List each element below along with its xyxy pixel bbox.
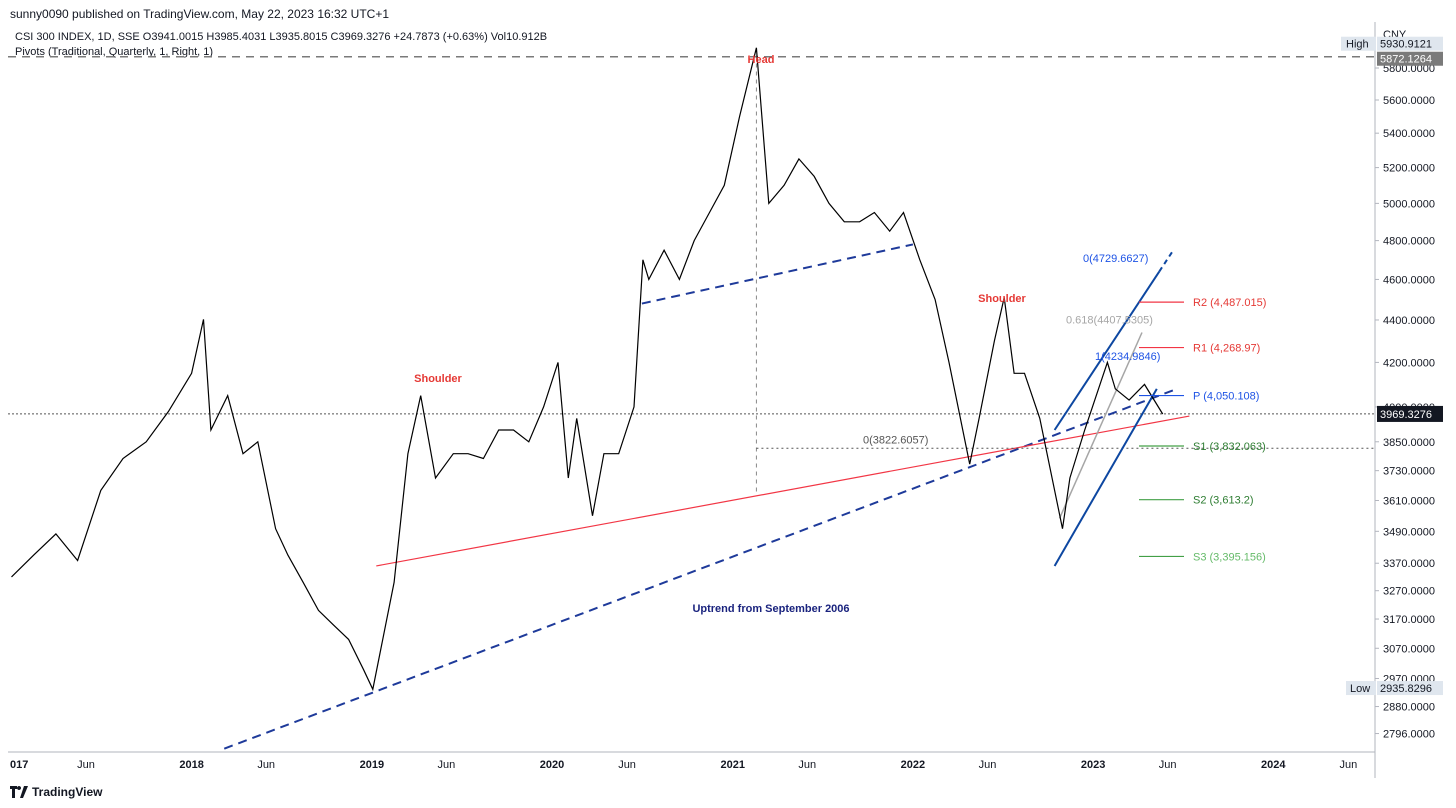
fib-gray-line (1058, 332, 1143, 519)
footer-brand: TradingView (10, 785, 102, 799)
channel-lower (1053, 388, 1158, 567)
x-tick-label: Jun (798, 759, 816, 771)
high-badge-bg (1341, 36, 1376, 51)
x-tick-label: 2020 (540, 759, 564, 771)
ref-value-text: 5872.1264 (1380, 54, 1432, 66)
y-tick-label: 3170.0000 (1383, 614, 1435, 626)
high-value-text: 5930.9121 (1380, 39, 1432, 51)
x-tick-label: 017 (10, 759, 28, 771)
channel-upper-extension (1158, 251, 1173, 273)
x-tick-label: 2019 (360, 759, 384, 771)
low-value-text: 2935.8296 (1380, 683, 1432, 695)
chart-annotation: Shoulder (978, 293, 1026, 305)
tradingview-logo-icon (10, 786, 28, 798)
last-price-bg (1377, 405, 1443, 422)
x-tick-label: Jun (979, 759, 997, 771)
x-tick-label: 2022 (901, 759, 925, 771)
y-tick-label: 3730.0000 (1383, 466, 1435, 478)
x-tick-label: 2021 (720, 759, 744, 771)
publisher-line: sunny0090 published on TradingView.com, … (10, 7, 390, 21)
last-price-text: 3969.3276 (1380, 409, 1432, 421)
pivot-level-label: S2 (3,613.2) (1193, 495, 1254, 507)
x-tick-label: Jun (438, 759, 456, 771)
x-tick-label: Jun (1339, 759, 1357, 771)
low-badge-bg (1346, 681, 1376, 696)
y-tick-label: 5400.0000 (1383, 128, 1435, 140)
indicator-line: Pivots (Traditional, Quarterly, 1, Right… (15, 46, 214, 58)
footer-brand-text: TradingView (32, 785, 103, 799)
y-tick-label: 3850.0000 (1383, 437, 1435, 449)
pivot-level-label: S1 (3,832.063) (1193, 441, 1266, 453)
symbol-ohlc-line: CSI 300 INDEX, 1D, SSE O3941.0015 H3985.… (15, 31, 548, 43)
y-tick-label: 3070.0000 (1383, 643, 1435, 655)
high-value-bg (1377, 36, 1443, 51)
y-tick-label: 4200.0000 (1383, 357, 1435, 369)
y-tick-label: 2796.0000 (1383, 729, 1435, 741)
high-badge-text: High (1346, 39, 1369, 51)
y-tick-label: 5800.0000 (1383, 63, 1435, 75)
fib-level-label: 0.618(4407.5305) (1066, 314, 1153, 326)
y-tick-label: 5200.0000 (1383, 163, 1435, 175)
chart-annotation: Head (748, 54, 775, 66)
y-tick-label: 2880.0000 (1383, 702, 1435, 714)
y-tick-label: 3270.0000 (1383, 586, 1435, 598)
neckline-red (376, 415, 1190, 567)
chart-annotation: Uptrend from September 2006 (692, 603, 849, 615)
low-badge-text: Low (1350, 683, 1370, 695)
price-series-line (11, 47, 1164, 692)
y-tick-label: 4800.0000 (1383, 236, 1435, 248)
y-tick-label: 3610.0000 (1383, 495, 1435, 507)
x-tick-label: 2018 (179, 759, 203, 771)
x-tick-label: Jun (257, 759, 275, 771)
pivot-level-label: R1 (4,268.97) (1193, 343, 1260, 355)
x-tick-label: Jun (618, 759, 636, 771)
low-value-bg (1377, 681, 1443, 696)
pivot-level-label: S3 (3,395.156) (1193, 551, 1266, 563)
channel-upper (1053, 270, 1161, 431)
fib-level-label: 0(4729.6627) (1083, 253, 1148, 265)
x-tick-label: Jun (1159, 759, 1177, 771)
y-tick-label: 5000.0000 (1383, 198, 1435, 210)
uptrend-line (223, 387, 1178, 750)
y-tick-label: 3490.0000 (1383, 526, 1435, 538)
shoulder-support-line (641, 243, 914, 305)
pivot-level-label: R2 (4,487.015) (1193, 297, 1266, 309)
y-tick-label: 4400.0000 (1383, 315, 1435, 327)
x-tick-label: 2024 (1261, 759, 1286, 771)
y-tick-label: 4600.0000 (1383, 274, 1435, 286)
x-tick-label: 2023 (1081, 759, 1105, 771)
x-tick-label: Jun (77, 759, 95, 771)
fib-level-label: 1(4234.9846) (1095, 351, 1160, 363)
chart-annotation: Shoulder (414, 373, 462, 385)
y-tick-label: 3370.0000 (1383, 558, 1435, 570)
ref-value-bg (1377, 51, 1443, 66)
pivot-level-label: P (4,050.108) (1193, 391, 1259, 403)
y-tick-label: 5600.0000 (1383, 95, 1435, 107)
fib-level-label: 0(3822.6057) (863, 434, 928, 446)
